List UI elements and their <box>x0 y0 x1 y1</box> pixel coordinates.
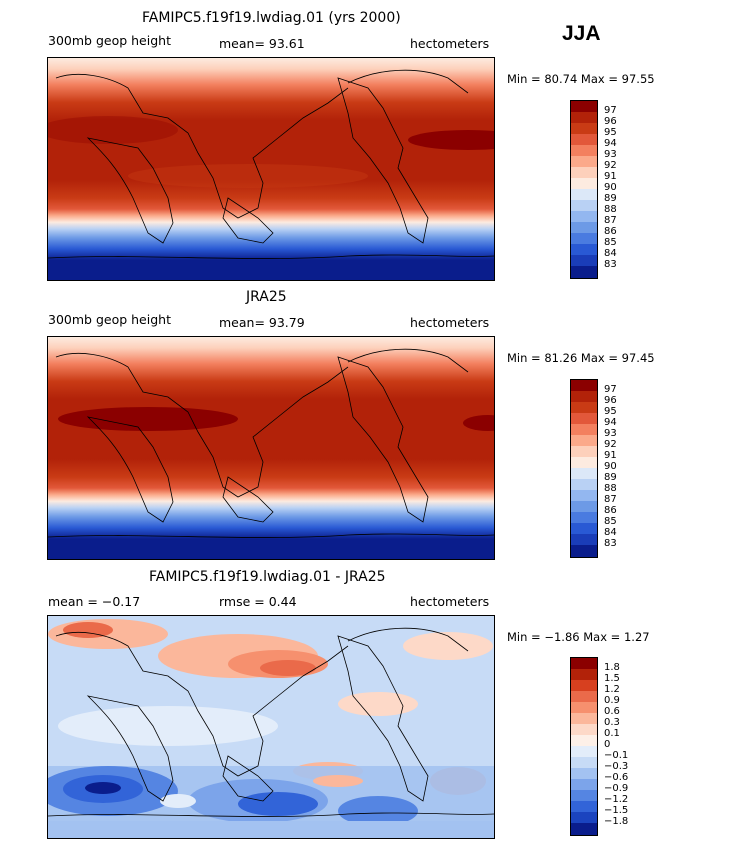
colorbar-tick-label: 91 <box>604 450 617 461</box>
colorbar-tick-label: 0.9 <box>604 695 620 706</box>
panel-2-contour-map <box>48 337 494 559</box>
colorbar-tick-label: 88 <box>604 204 617 215</box>
colorbar-tick-label: 85 <box>604 516 617 527</box>
colorbar-tick-label: 0.1 <box>604 728 620 739</box>
panel-2-min-max: Min = 81.26 Max = 97.45 <box>507 351 655 365</box>
colorbar-tick-label: 1.2 <box>604 684 620 695</box>
panel-1-units: hectometers <box>410 36 490 51</box>
panel-1-mean: mean= 93.61 <box>219 36 305 51</box>
panel-2-map <box>47 336 495 560</box>
colorbar-tick-label: 87 <box>604 215 617 226</box>
colorbar-tick-label: 95 <box>604 127 617 138</box>
colorbar-tick-label: −1.5 <box>604 805 629 816</box>
colorbar-tick-label: 85 <box>604 237 617 248</box>
panel-3-map <box>47 615 495 839</box>
colorbar-tick-label: −0.3 <box>604 761 629 772</box>
colorbar-tick-label: 86 <box>604 226 617 237</box>
colorbar-tick-label: 84 <box>604 527 617 538</box>
colorbar-tick-label: −0.9 <box>604 783 629 794</box>
panel-1-left-label: 300mb geop height <box>48 33 171 48</box>
colorbar-tick-label: 86 <box>604 505 617 516</box>
panel-3-title: FAMIPC5.f19f19.lwdiag.01 - JRA25 <box>149 569 386 585</box>
colorbar-tick-label: −0.6 <box>604 772 629 783</box>
panel-3-min-max: Min = −1.86 Max = 1.27 <box>507 630 650 644</box>
panel-3-colorbar <box>570 657 598 836</box>
colorbar-tick-label: 95 <box>604 406 617 417</box>
panel-1-title: FAMIPC5.f19f19.lwdiag.01 (yrs 2000) <box>142 10 401 26</box>
panel-2-title: JRA25 <box>246 289 287 305</box>
colorbar-tick-label: 90 <box>604 461 617 472</box>
panel-1-map <box>47 57 495 281</box>
panel-2-mean: mean= 93.79 <box>219 315 305 330</box>
panel-2-units: hectometers <box>410 315 490 330</box>
panel-3-mean: mean = −0.17 <box>48 594 141 609</box>
colorbar-tick-label: 93 <box>604 149 617 160</box>
colorbar-tick-label: 90 <box>604 182 617 193</box>
colorbar-tick-label: 96 <box>604 116 617 127</box>
colorbar-tick-label: −1.8 <box>604 816 629 827</box>
season-label: JJA <box>562 22 601 45</box>
colorbar-tick-label: 1.8 <box>604 662 620 673</box>
colorbar-tick-label: 89 <box>604 472 617 483</box>
panel-2-colorbar <box>570 379 598 558</box>
panel-3-rmse: rmse = 0.44 <box>219 594 297 609</box>
colorbar-tick-label: 97 <box>604 105 617 116</box>
colorbar-tick-label: 0.3 <box>604 717 620 728</box>
colorbar-tick-label: 83 <box>604 259 617 270</box>
colorbar-tick-label: 0.6 <box>604 706 620 717</box>
colorbar-tick-label: 1.5 <box>604 673 620 684</box>
colorbar-tick-label: 93 <box>604 428 617 439</box>
panel-3-contour-map <box>48 616 494 838</box>
colorbar-tick-label: 0 <box>604 739 611 750</box>
colorbar-tick-label: 84 <box>604 248 617 259</box>
colorbar-tick-label: 97 <box>604 384 617 395</box>
colorbar-tick-label: 88 <box>604 483 617 494</box>
colorbar-tick-label: −1.2 <box>604 794 629 805</box>
colorbar-tick-label: 92 <box>604 439 617 450</box>
panel-1-min-max: Min = 80.74 Max = 97.55 <box>507 72 655 86</box>
colorbar-tick-label: 87 <box>604 494 617 505</box>
colorbar-tick-label: −0.1 <box>604 750 629 761</box>
colorbar-tick-label: 94 <box>604 417 617 428</box>
colorbar-tick-label: 96 <box>604 395 617 406</box>
panel-1-colorbar <box>570 100 598 279</box>
colorbar-tick-label: 92 <box>604 160 617 171</box>
panel-1-contour-map <box>48 58 494 280</box>
panel-2-left-label: 300mb geop height <box>48 312 171 327</box>
panel-3-units: hectometers <box>410 594 490 609</box>
colorbar-tick-label: 91 <box>604 171 617 182</box>
colorbar-tick-label: 83 <box>604 538 617 549</box>
colorbar-tick-label: 94 <box>604 138 617 149</box>
colorbar-tick-label: 89 <box>604 193 617 204</box>
